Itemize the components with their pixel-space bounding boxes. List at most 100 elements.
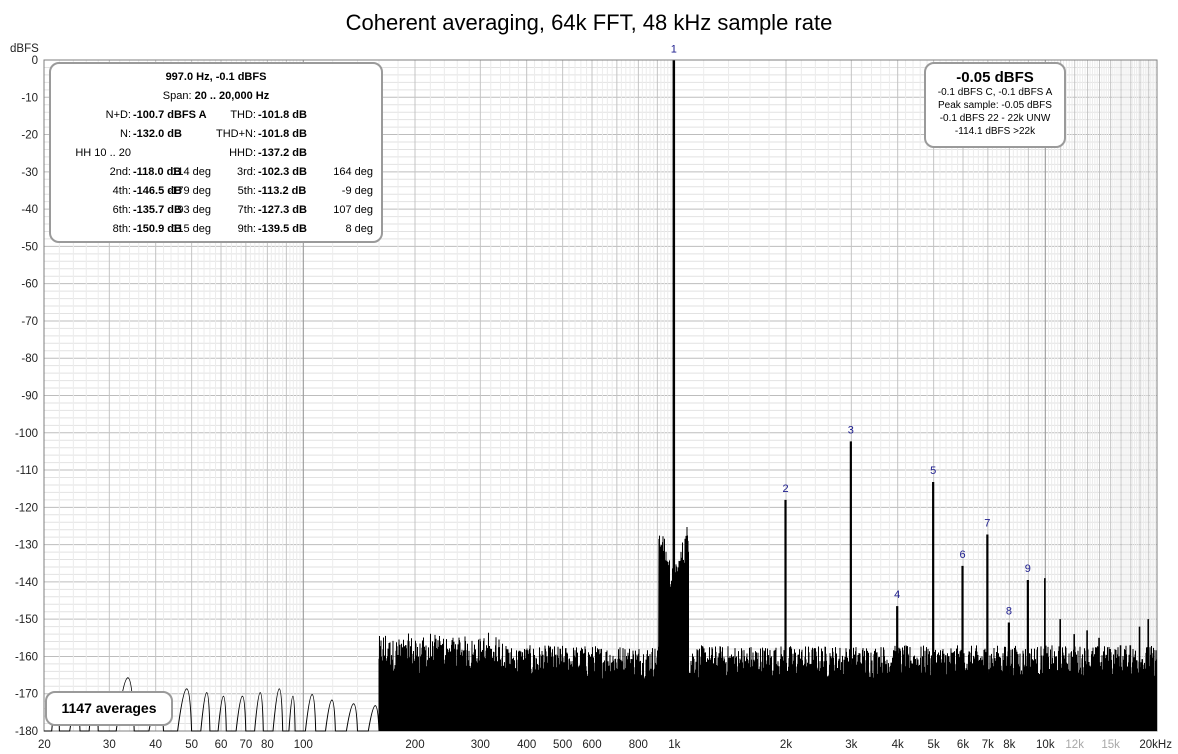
stat-value: -102.3 dB xyxy=(258,166,307,178)
stat-label: 8th: xyxy=(112,223,131,235)
x-tick-label: 30 xyxy=(103,739,116,751)
stat-label: 3rd: xyxy=(237,166,256,178)
y-tick-label: -100 xyxy=(15,428,38,440)
harmonic-label: 5 xyxy=(930,465,936,477)
x-tick-label: 60 xyxy=(215,739,228,751)
stats-row: 2nd: -118.0 dB 114 deg 3rd: -102.3 dB 164 deg xyxy=(51,163,381,182)
stat-phase: -9 deg xyxy=(341,185,373,197)
x-tick-label: 40 xyxy=(149,739,162,751)
stat-value: -127.3 dB xyxy=(258,204,307,216)
unweighted-readout: -0.1 dBFS 22 - 22k UNW xyxy=(939,113,1051,124)
stats-row: N+D: -100.7 dBFS A THD: -101.8 dB xyxy=(51,106,381,125)
stat-label: THD+N: xyxy=(215,128,256,140)
x-tick-label: 20kHz xyxy=(1139,739,1172,751)
fundamental-readout: 997.0 Hz, -0.1 dBFS xyxy=(165,71,267,83)
stat-value: -132.0 dB xyxy=(133,128,182,140)
stat-value: -135.7 dB xyxy=(133,204,182,216)
stat-label: 9th: xyxy=(237,223,256,235)
x-tick-label: 200 xyxy=(405,739,424,751)
y-tick-label: -30 xyxy=(21,167,38,179)
stat-value: -139.5 dB xyxy=(258,223,307,235)
stat-phase: 164 deg xyxy=(333,166,373,178)
y-tick-label: -50 xyxy=(21,241,38,253)
x-tick-label: 7k xyxy=(982,739,994,751)
x-tick-label: 500 xyxy=(553,739,572,751)
x-tick-label: 3k xyxy=(845,739,857,751)
averages-badge: 1147 averages xyxy=(45,691,173,726)
chart-title: Coherent averaging, 64k FFT, 48 kHz samp… xyxy=(345,10,833,35)
span-label: Span: xyxy=(162,90,192,102)
measurement-stats-panel: 997.0 Hz, -0.1 dBFS Span: 20 .. 20,000 H… xyxy=(49,62,383,243)
y-tick-label: -130 xyxy=(15,540,38,552)
y-tick-label: -110 xyxy=(16,465,38,477)
y-tick-label: -140 xyxy=(15,577,38,589)
stat-label: N: xyxy=(120,128,131,140)
span-value: 20 .. 20,000 Hz xyxy=(194,90,270,102)
harmonic-label: 2 xyxy=(782,483,788,495)
y-tick-label: -170 xyxy=(15,689,38,701)
x-tick-label: 1k xyxy=(668,739,680,751)
stat-phase: 115 deg xyxy=(172,223,211,235)
stat-phase: -179 deg xyxy=(167,185,211,197)
x-tick-label: 100 xyxy=(294,739,313,751)
y-tick-label: -60 xyxy=(21,279,38,291)
stat-value: -101.8 dB xyxy=(258,128,307,140)
stat-value: -100.7 dBFS A xyxy=(133,109,207,121)
x-tick-label: 800 xyxy=(629,739,648,751)
stats-row: 6th: -135.7 dB 93 deg 7th: -127.3 dB 107 deg xyxy=(51,201,381,220)
harmonic-label: 4 xyxy=(894,589,900,601)
stat-phase: 114 deg xyxy=(172,166,211,178)
stat-label: HHD: xyxy=(229,147,256,159)
stat-label: 6th: xyxy=(112,204,131,216)
y-tick-label: -40 xyxy=(21,204,38,216)
harmonic-label: 7 xyxy=(984,518,990,530)
stat-value: -146.5 dB xyxy=(133,185,182,197)
y-tick-label: -70 xyxy=(21,316,38,328)
y-tick-label: -20 xyxy=(21,130,38,142)
stat-label: 2nd: xyxy=(109,166,131,178)
x-tick-label: 12k xyxy=(1065,739,1084,751)
stats-row: 8th: -150.9 dB 115 deg 9th: -139.5 dB 8 deg xyxy=(51,220,381,239)
y-tick-label: -10 xyxy=(21,92,38,104)
stats-rows: N+D: -100.7 dBFS A THD: -101.8 dB N: -132.0 d… xyxy=(51,106,381,239)
x-tick-label: 400 xyxy=(517,739,536,751)
stat-value: -150.9 dB xyxy=(133,223,182,235)
x-tick-label: 5k xyxy=(928,739,940,751)
stat-label: THD: xyxy=(230,109,256,121)
x-tick-label: 80 xyxy=(261,739,274,751)
x-tick-label: 8k xyxy=(1003,739,1015,751)
harmonic-label: 6 xyxy=(959,549,965,561)
y-tick-label: -180 xyxy=(15,726,38,738)
x-tick-label: 600 xyxy=(582,739,601,751)
harmonic-label: 8 xyxy=(1006,606,1012,618)
stat-label: 4th: xyxy=(112,185,131,197)
y-tick-label: -90 xyxy=(21,391,38,403)
x-tick-label: 20 xyxy=(38,739,51,751)
stat-value: -113.2 dB xyxy=(258,185,307,197)
x-tick-label: 10k xyxy=(1036,739,1055,751)
stats-row: 4th: -146.5 dB -179 deg 5th: -113.2 dB -9 deg xyxy=(51,182,381,201)
y-tick-label: -120 xyxy=(15,502,38,514)
x-tick-label: 15k xyxy=(1101,739,1120,751)
x-tick-label: 2k xyxy=(780,739,792,751)
stat-phase: 107 deg xyxy=(333,204,373,216)
stat-label: 7th: xyxy=(237,204,256,216)
level-panel: -0.05 dBFS -0.1 dBFS C, -0.1 dBFS A Peak… xyxy=(924,62,1066,148)
stats-row: N: -132.0 dB THD+N: -101.8 dB xyxy=(51,125,381,144)
y-tick-label: -80 xyxy=(21,353,38,365)
stat-value: -118.0 dB xyxy=(133,166,182,178)
peak-sample-readout: Peak sample: -0.05 dBFS xyxy=(938,100,1052,111)
harmonic-label: 9 xyxy=(1025,563,1031,575)
y-tick-label: -160 xyxy=(15,651,38,663)
x-tick-label: 4k xyxy=(892,739,904,751)
harmonic-label: 3 xyxy=(848,424,854,436)
x-tick-label: 50 xyxy=(185,739,198,751)
x-tick-label: 6k xyxy=(957,739,969,751)
y-tick-label: -150 xyxy=(15,614,38,626)
stat-label: 5th: xyxy=(237,185,256,197)
spectrum-trace xyxy=(44,526,1157,732)
y-tick-label: 0 xyxy=(32,55,38,67)
stat-value: -101.8 dB xyxy=(258,109,307,121)
level-main-readout: -0.05 dBFS xyxy=(956,69,1034,86)
stat-label: N+D: xyxy=(105,109,131,121)
